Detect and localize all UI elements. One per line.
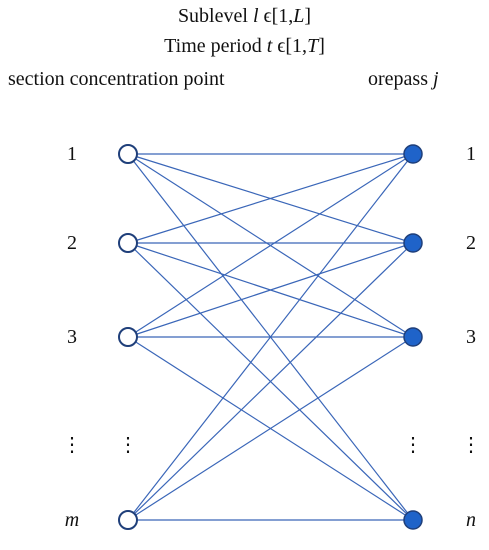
left-row-label-3: 3 bbox=[67, 326, 77, 348]
right-ellipsis: ⋮ bbox=[403, 434, 423, 456]
right-row-label-1: 1 bbox=[466, 143, 476, 165]
orepass-node-5 bbox=[404, 511, 422, 529]
concentration-point-node-2 bbox=[119, 234, 137, 252]
left-row-label-5: m bbox=[65, 509, 79, 531]
concentration-point-node-1 bbox=[119, 145, 137, 163]
orepass-node-2 bbox=[404, 234, 422, 252]
left-row-label-2: 2 bbox=[67, 232, 77, 254]
right-row-label-5: n bbox=[466, 509, 476, 531]
right-row-label-3: 3 bbox=[466, 326, 476, 348]
orepass-node-1 bbox=[404, 145, 422, 163]
left-ellipsis: ⋮ bbox=[118, 434, 138, 456]
left-row-label-4: ⋮ bbox=[62, 434, 82, 456]
right-row-label-2: 2 bbox=[466, 232, 476, 254]
left-row-label-1: 1 bbox=[67, 143, 77, 165]
concentration-point-node-3 bbox=[119, 328, 137, 346]
orepass-node-3 bbox=[404, 328, 422, 346]
concentration-point-node-5 bbox=[119, 511, 137, 529]
right-row-label-4: ⋮ bbox=[461, 434, 481, 456]
